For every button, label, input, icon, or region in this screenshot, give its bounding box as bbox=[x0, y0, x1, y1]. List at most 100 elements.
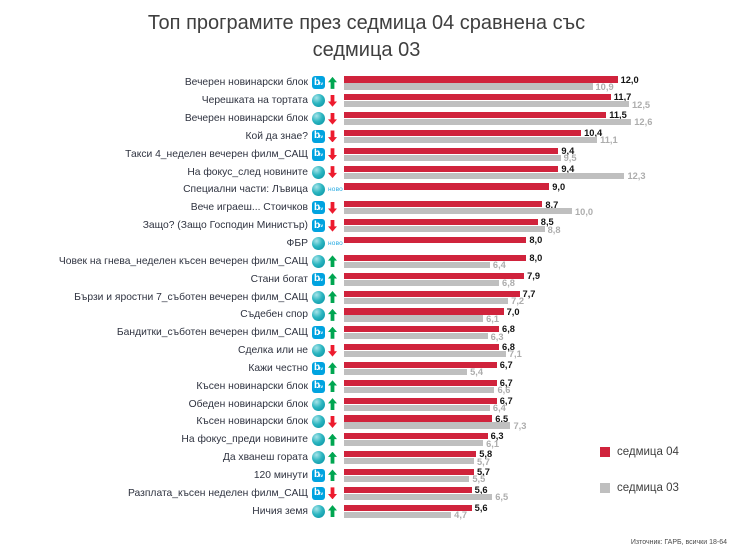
bar-week03 bbox=[344, 315, 484, 322]
channel-icon-cell bbox=[308, 451, 328, 465]
value-week04: 10,4 bbox=[584, 128, 603, 139]
program-label: Вечерен новинарски блок bbox=[184, 77, 308, 89]
value-week03: 4,7 bbox=[454, 510, 468, 521]
value-week04: 8,0 bbox=[529, 235, 543, 246]
value-week04: 11,7 bbox=[613, 92, 632, 103]
bar-week03 bbox=[344, 172, 625, 179]
program-label: Специални части: Лъвица bbox=[183, 184, 308, 196]
program-label: Кой да знае? bbox=[245, 130, 308, 142]
value-week04: 5,8 bbox=[479, 449, 493, 460]
legend-item-week04: седмица 04 bbox=[600, 446, 679, 458]
channel-icon-cell: b tv bbox=[308, 468, 328, 482]
bar-group: 6,5 7,3 bbox=[344, 413, 727, 431]
bar-group: 11,5 12,6 bbox=[344, 110, 727, 128]
nova-logo-icon bbox=[311, 183, 325, 197]
value-week04: 9,4 bbox=[561, 163, 575, 174]
bar-week04 bbox=[344, 308, 504, 315]
bar-week03 bbox=[344, 440, 484, 447]
chart-row: Съдебен спор 7,0 6,1 bbox=[6, 306, 727, 324]
chart-row: Кажи честно b tv 6,7 5,4 bbox=[6, 360, 727, 378]
new-badge: ново bbox=[328, 240, 343, 248]
channel-icon-cell bbox=[308, 94, 328, 108]
chart-row: Разплата_късен неделен филм_САЩ b tv 5,6 … bbox=[6, 484, 727, 502]
change-cell bbox=[328, 94, 344, 107]
chart-row: На фокус_преди новините 6,3 6,1 bbox=[6, 431, 727, 449]
value-week03: 5,5 bbox=[472, 474, 486, 485]
btv-logo-icon: b tv bbox=[311, 468, 325, 482]
value-week03: 6,1 bbox=[486, 438, 500, 449]
channel-icon-cell: b tv bbox=[308, 147, 328, 161]
value-week04: 6,8 bbox=[502, 342, 515, 353]
bar-week04 bbox=[344, 147, 559, 154]
bar-week03 bbox=[344, 493, 493, 500]
chart-row: Обеден новинарски блок 6,7 6,4 bbox=[6, 395, 727, 413]
chart-row: Вече играеш... Стоичков b tv 8,7 10,0 bbox=[6, 199, 727, 217]
change-cell bbox=[328, 433, 344, 446]
bar-week03 bbox=[344, 119, 632, 126]
btv-logo-icon: b tv bbox=[311, 379, 325, 393]
value-week04: 6,5 bbox=[495, 413, 509, 424]
down-arrow-icon bbox=[328, 130, 337, 143]
up-arrow-icon bbox=[328, 273, 337, 286]
change-cell bbox=[328, 380, 344, 393]
program-label: Ничия земя bbox=[252, 505, 308, 517]
nova-logo-icon bbox=[311, 308, 325, 322]
value-week03: 7,2 bbox=[511, 295, 525, 306]
bar-week04 bbox=[344, 94, 611, 101]
bar-group: 11,7 12,5 bbox=[344, 92, 727, 110]
bar-week04 bbox=[344, 468, 474, 476]
up-arrow-icon bbox=[328, 255, 337, 268]
change-cell: ново bbox=[328, 240, 344, 247]
week04-swatch-icon bbox=[600, 447, 610, 457]
change-cell bbox=[328, 130, 344, 143]
channel-icon-cell: b tv bbox=[308, 272, 328, 286]
btv-logo-icon: b tv bbox=[311, 76, 325, 90]
down-arrow-icon bbox=[328, 201, 337, 214]
bar-week03 bbox=[344, 404, 490, 411]
down-arrow-icon bbox=[328, 148, 337, 161]
value-week03: 8,8 bbox=[547, 224, 561, 235]
chart-row: Ничия земя 5,6 4,7 bbox=[6, 502, 727, 520]
up-arrow-icon bbox=[328, 362, 337, 375]
value-week04: 8,0 bbox=[529, 253, 543, 264]
bar-group: 7,0 6,1 bbox=[344, 306, 727, 324]
nova-logo-icon bbox=[311, 94, 325, 108]
channel-icon-cell bbox=[308, 237, 328, 251]
down-arrow-icon bbox=[328, 94, 337, 107]
bar-group: 7,7 7,2 bbox=[344, 288, 727, 306]
channel-icon-cell: b tv bbox=[308, 326, 328, 340]
bar-group: 6,8 6,3 bbox=[344, 324, 727, 342]
program-label: Човек на гнева_неделен късен вечерен фил… bbox=[58, 255, 308, 267]
bar-week04 bbox=[344, 201, 543, 208]
value-week04: 8,5 bbox=[540, 217, 554, 228]
bar-group: 8,0 bbox=[344, 235, 727, 253]
bar-group: 9,4 12,3 bbox=[344, 163, 727, 181]
btv-logo-icon: b tv bbox=[311, 361, 325, 375]
channel-icon-cell bbox=[308, 165, 328, 179]
program-label: Такси 4_неделен вечерен филм_САЩ bbox=[125, 148, 308, 160]
chart-row: Стани богат b tv 7,9 6,8 bbox=[6, 270, 727, 288]
change-cell bbox=[328, 291, 344, 304]
change-cell bbox=[328, 326, 344, 339]
program-label: Сделка или не bbox=[238, 345, 308, 357]
change-cell bbox=[328, 112, 344, 125]
down-arrow-icon bbox=[328, 487, 337, 500]
up-arrow-icon bbox=[328, 380, 337, 393]
program-label: На фокус_след новините bbox=[187, 166, 308, 178]
program-label: Вече играеш... Стоичков bbox=[190, 202, 308, 214]
bar-group: 9,4 9,5 bbox=[344, 145, 727, 163]
bar-week04 bbox=[344, 451, 477, 458]
up-arrow-icon bbox=[328, 398, 337, 411]
chart-row: Защо? (Защо Господин Министър) b tv 8,5 8… bbox=[6, 217, 727, 235]
bar-week04 bbox=[344, 379, 497, 386]
value-week04: 7,9 bbox=[527, 270, 541, 281]
change-cell bbox=[328, 273, 344, 286]
chart-row: Бързи и яростни 7_съботен вечерен филм_С… bbox=[6, 288, 727, 306]
nova-logo-icon bbox=[311, 344, 325, 358]
nova-logo-icon bbox=[311, 433, 325, 447]
bar-week04 bbox=[344, 415, 493, 422]
value-week03: 6,3 bbox=[490, 331, 504, 342]
chart-row: Бандитки_съботен вечерен филм_САЩ b tv 6,… bbox=[6, 324, 727, 342]
channel-icon-cell: b tv bbox=[308, 76, 328, 90]
value-week04: 11,5 bbox=[609, 110, 627, 121]
